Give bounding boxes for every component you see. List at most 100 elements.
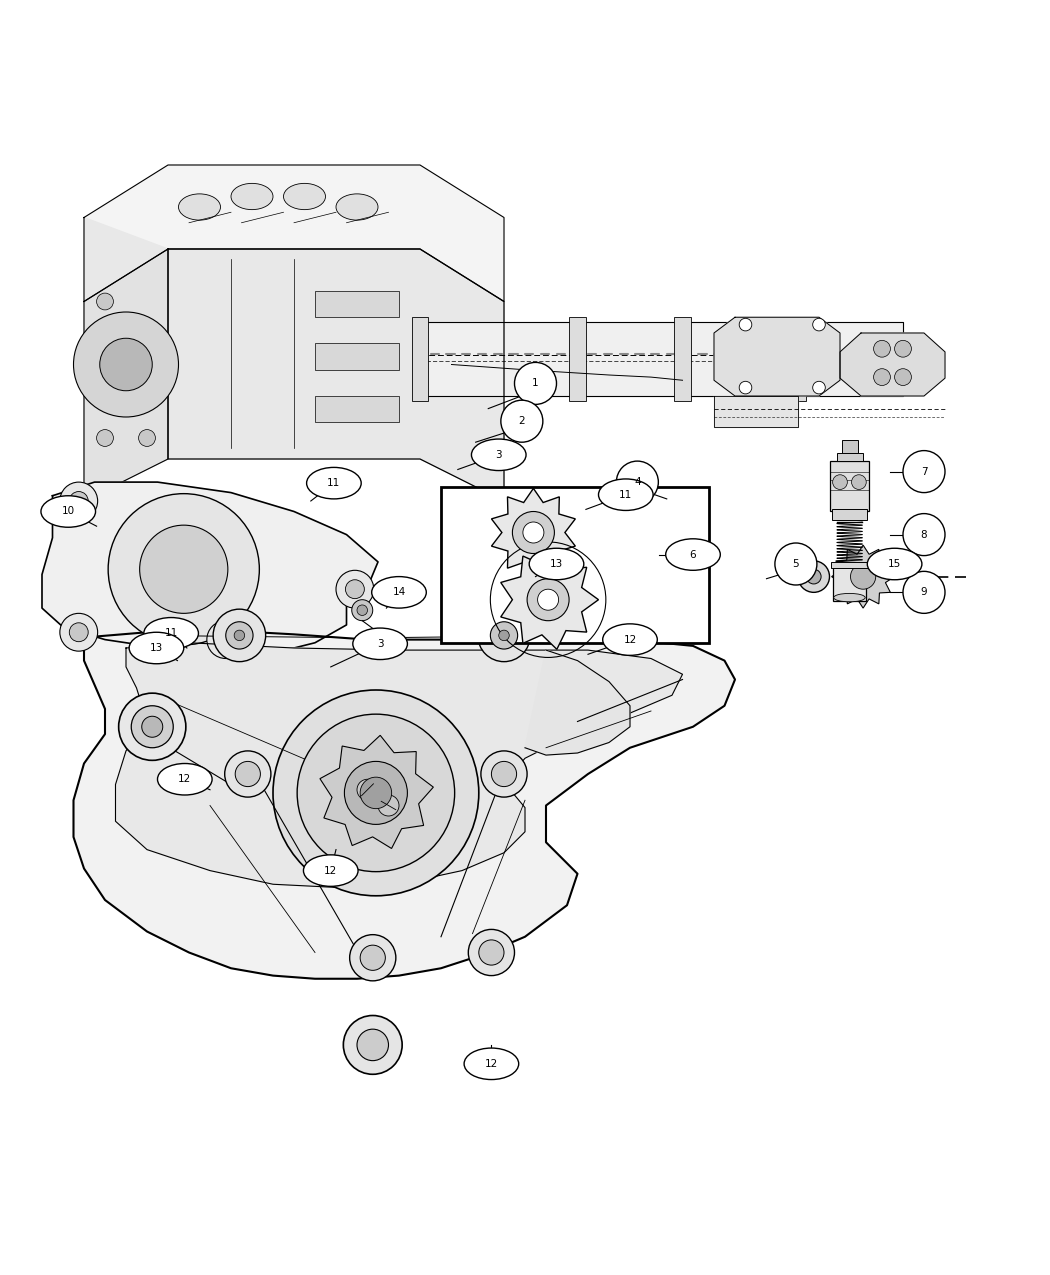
Circle shape [74,312,178,417]
Ellipse shape [471,439,526,470]
Circle shape [468,929,514,975]
Text: 15: 15 [888,558,901,569]
Polygon shape [491,488,575,576]
Text: 11: 11 [165,629,177,639]
Circle shape [491,761,517,787]
Circle shape [481,751,527,797]
Circle shape [478,609,530,662]
Ellipse shape [353,629,407,659]
Circle shape [739,319,752,332]
Text: 14: 14 [393,588,405,598]
Circle shape [850,564,876,589]
Ellipse shape [598,479,653,510]
Polygon shape [832,546,895,608]
Bar [674,317,691,402]
Ellipse shape [178,194,220,221]
Text: 5: 5 [793,558,799,569]
Bar [837,453,863,462]
Text: 8: 8 [921,529,927,539]
Polygon shape [84,164,504,301]
Text: 12: 12 [324,866,337,876]
Polygon shape [116,643,682,887]
Text: 11: 11 [328,478,340,488]
Ellipse shape [666,539,720,570]
Text: 4: 4 [634,477,640,487]
Circle shape [357,779,378,801]
Circle shape [895,368,911,385]
Circle shape [874,368,890,385]
Circle shape [69,492,88,510]
Circle shape [100,338,152,390]
Polygon shape [42,482,378,650]
Circle shape [538,589,559,611]
Circle shape [360,945,385,970]
Ellipse shape [307,468,361,499]
Bar [315,343,399,370]
Circle shape [119,694,186,760]
Ellipse shape [336,194,378,221]
Circle shape [833,474,847,490]
Circle shape [852,474,866,490]
Circle shape [903,450,945,492]
Circle shape [499,630,509,640]
Text: 1: 1 [532,379,539,389]
Circle shape [739,381,752,394]
Ellipse shape [284,184,326,209]
Bar [315,397,399,422]
Text: 3: 3 [496,450,502,460]
Circle shape [226,622,253,649]
Circle shape [225,751,271,797]
Circle shape [357,604,367,616]
Ellipse shape [603,623,657,655]
Circle shape [798,561,830,593]
Ellipse shape [41,496,96,528]
Circle shape [69,622,88,641]
Text: 12: 12 [178,774,191,784]
Circle shape [352,599,373,621]
Circle shape [97,293,113,310]
Circle shape [108,493,259,645]
Circle shape [213,609,266,662]
Circle shape [360,778,392,808]
Circle shape [139,430,155,446]
Bar [569,317,586,402]
Circle shape [207,621,245,658]
Ellipse shape [834,593,865,602]
Circle shape [350,935,396,980]
Text: 12: 12 [485,1058,498,1068]
Ellipse shape [144,617,198,649]
Circle shape [527,579,569,621]
Text: 3: 3 [377,639,383,649]
Polygon shape [501,550,598,649]
Text: 7: 7 [921,467,927,477]
Circle shape [378,796,399,816]
Polygon shape [84,218,168,501]
Ellipse shape [158,764,212,796]
Polygon shape [714,317,840,397]
Text: 12: 12 [624,635,636,645]
Circle shape [60,482,98,520]
Circle shape [343,1015,402,1075]
Ellipse shape [129,632,184,664]
Bar [842,440,858,453]
Text: 6: 6 [690,550,696,560]
Circle shape [514,362,556,404]
Text: 13: 13 [150,643,163,653]
Circle shape [806,569,821,584]
Ellipse shape [529,548,584,580]
Circle shape [345,580,364,599]
Bar [831,562,868,569]
Circle shape [235,761,260,787]
Bar [412,317,428,402]
Circle shape [903,571,945,613]
Text: 11: 11 [620,490,632,500]
Polygon shape [376,629,391,646]
Polygon shape [525,650,630,755]
Bar [441,487,709,643]
Bar [315,291,399,317]
Polygon shape [420,323,903,397]
Circle shape [297,714,455,872]
Circle shape [490,622,518,649]
Ellipse shape [372,576,426,608]
Ellipse shape [231,184,273,209]
